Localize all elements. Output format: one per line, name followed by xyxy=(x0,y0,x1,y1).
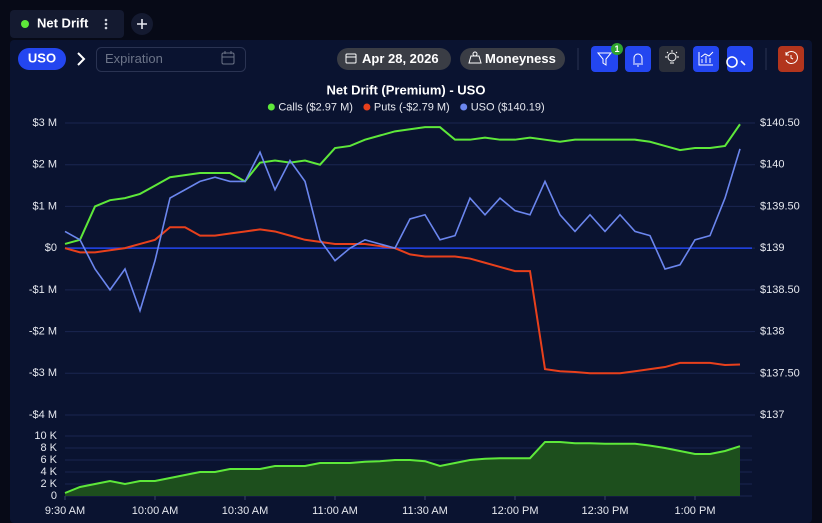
y-tick-label: $0 xyxy=(45,242,57,254)
expiration-placeholder: Expiration xyxy=(105,51,163,66)
series-line xyxy=(64,148,741,314)
panel xyxy=(10,40,812,523)
filter-icon xyxy=(596,52,613,66)
y2-tick-prefix: $ xyxy=(760,200,766,212)
tab[interactable] xyxy=(10,10,124,38)
chart-icon xyxy=(698,51,714,66)
y-tick-label: -$1 M xyxy=(29,284,57,296)
reset-icon xyxy=(785,51,798,64)
moneyness-icon xyxy=(468,51,482,64)
y-tick-label: -$2 M xyxy=(29,325,57,337)
reset-button[interactable] xyxy=(778,46,804,72)
y2-tick-label: $140.50 xyxy=(760,117,800,129)
y-tick-label: -$4 M xyxy=(29,409,57,421)
y2-tick-value: 138 xyxy=(766,325,784,337)
y2-tick-label: $138 xyxy=(760,325,784,337)
x-tick-label: 1:00 PM xyxy=(675,505,716,517)
volume-area xyxy=(65,442,740,496)
y2-tick-value: 139 xyxy=(766,242,784,254)
legend-marker xyxy=(460,103,468,111)
y2-tick-value: 140 xyxy=(766,159,784,171)
add-tab-icon xyxy=(137,19,147,29)
y2-tick-value: 140.50 xyxy=(766,117,800,129)
y2-tick-label: $140 xyxy=(760,159,784,171)
x-tick-label: 12:00 PM xyxy=(491,505,538,517)
y2-tick-label: $138.50 xyxy=(760,284,800,296)
x-tick-label: 10:30 AM xyxy=(222,505,268,517)
y2-tick-label: $137.50 xyxy=(760,367,800,379)
y-tick-label: 10 K xyxy=(34,430,57,442)
legend-label: Puts (-$2.79 M) xyxy=(374,101,450,113)
y-tick-label: -$3 M xyxy=(29,367,57,379)
series-line xyxy=(64,226,741,375)
y2-tick-label: $139.50 xyxy=(760,200,800,212)
y2-tick-prefix: $ xyxy=(760,117,766,129)
chevron xyxy=(77,52,86,66)
y2-tick-label: $139 xyxy=(760,242,784,254)
x-tick-label: 11:30 AM xyxy=(402,505,448,517)
y-tick-label: 2 K xyxy=(40,478,57,490)
x-tick-label: 10:00 AM xyxy=(132,505,178,517)
theme-button[interactable] xyxy=(659,46,685,72)
expiration-input[interactable] xyxy=(96,47,246,72)
tab-status-dot xyxy=(21,20,29,28)
tab-menu[interactable] xyxy=(104,18,108,30)
date-button[interactable] xyxy=(337,48,451,70)
y-tick-label: 6 K xyxy=(40,454,57,466)
y2-tick-prefix: $ xyxy=(760,159,766,171)
y2-tick-value: 137.50 xyxy=(766,367,800,379)
y2-tick-prefix: $ xyxy=(760,409,766,421)
legend: Calls ($2.97 M) Puts (-$2.79 M) USO ($140.… xyxy=(267,101,545,113)
chart-title: Net Drift (Premium) - USO xyxy=(327,82,486,97)
y-tick-label: 4 K xyxy=(40,466,57,478)
y2-tick-label: $137 xyxy=(760,409,784,421)
moneyness-label: Moneyness xyxy=(485,51,556,66)
bulb-icon xyxy=(665,50,679,64)
x-tick-label: 12:30 PM xyxy=(581,505,628,517)
legend-label: USO ($140.19) xyxy=(471,101,545,113)
y2-tick-prefix: $ xyxy=(760,325,766,337)
filter-badge-count: 1 xyxy=(614,44,619,54)
filter-badge xyxy=(611,43,623,55)
volume-line xyxy=(64,441,741,494)
x-tick-label: 9:30 AM xyxy=(45,505,85,517)
series-line xyxy=(64,123,741,245)
moneyness-button[interactable] xyxy=(460,48,565,70)
y-tick-label: $1 M xyxy=(33,200,57,212)
y2-tick-prefix: $ xyxy=(760,242,766,254)
tab-label: Net Drift xyxy=(37,15,89,30)
zoom-button[interactable] xyxy=(727,46,753,72)
y-tick-label: 0 xyxy=(51,490,57,502)
calendar-icon xyxy=(221,51,235,65)
legend-marker xyxy=(267,103,275,111)
y2-tick-value: 139.50 xyxy=(766,200,800,212)
symbol-button[interactable] xyxy=(18,48,66,70)
y-tick-label: $2 M xyxy=(33,159,57,171)
date-label: Apr 28, 2026 xyxy=(362,51,439,66)
y-tick-label: $3 M xyxy=(33,117,57,129)
date-icon xyxy=(345,53,357,64)
y2-tick-value: 138.50 xyxy=(766,284,800,296)
symbol-label: USO xyxy=(28,50,56,65)
bell-icon xyxy=(633,53,643,67)
x-tick-label: 11:00 AM xyxy=(312,505,358,517)
legend-marker xyxy=(363,103,371,111)
legend-label: Calls ($2.97 M) xyxy=(278,101,353,113)
y-tick-label: 8 K xyxy=(40,442,57,454)
alerts-button[interactable] xyxy=(625,46,651,72)
y2-tick-prefix: $ xyxy=(760,367,766,379)
zoom-icon xyxy=(726,56,746,68)
y2-tick-prefix: $ xyxy=(760,284,766,296)
y2-tick-value: 137 xyxy=(766,409,784,421)
